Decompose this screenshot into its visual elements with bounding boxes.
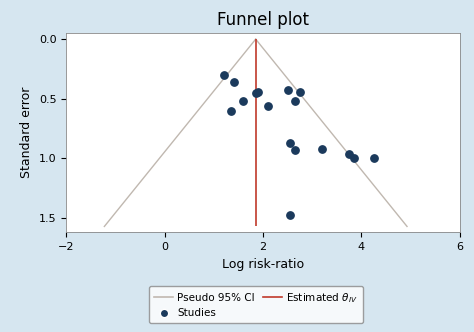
Point	[346, 151, 353, 156]
Point	[220, 72, 228, 78]
Point	[286, 212, 294, 217]
X-axis label: Log risk-ratio: Log risk-ratio	[222, 258, 304, 271]
Point	[291, 147, 299, 153]
Point	[291, 99, 299, 104]
Point	[239, 99, 247, 104]
Point	[350, 156, 358, 161]
Legend: Pseudo 95% CI, Studies, Estimated $\theta_{IV}$: Pseudo 95% CI, Studies, Estimated $\thet…	[149, 286, 363, 323]
Point	[318, 146, 326, 152]
Point	[228, 108, 235, 114]
Point	[255, 89, 262, 94]
Point	[264, 103, 272, 109]
Title: Funnel plot: Funnel plot	[217, 11, 309, 29]
Point	[284, 88, 292, 93]
Point	[252, 90, 259, 96]
Point	[286, 140, 294, 146]
Point	[370, 156, 377, 161]
Point	[230, 79, 237, 85]
Point	[296, 89, 304, 94]
Y-axis label: Standard error: Standard error	[20, 87, 34, 179]
